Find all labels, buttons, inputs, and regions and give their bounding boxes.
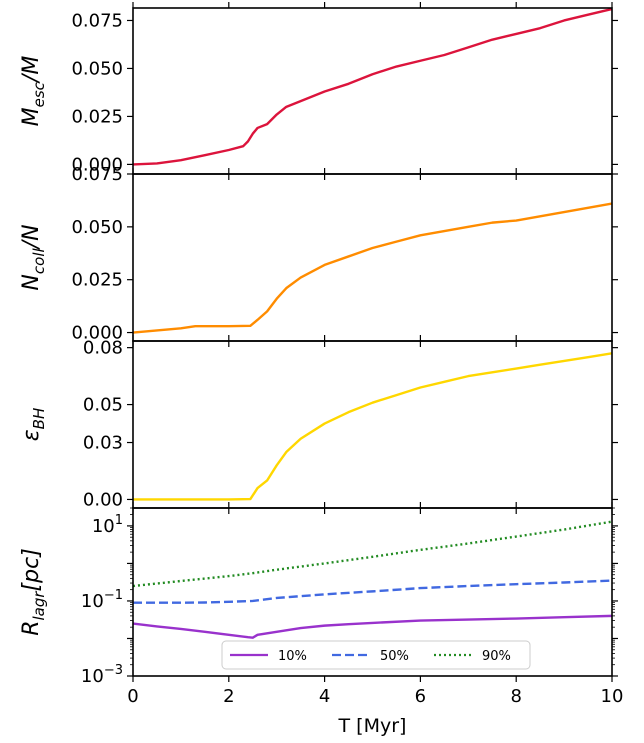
y-tick-label: 0.05 — [83, 395, 123, 416]
y-tick-label: 0.075 — [71, 10, 123, 31]
y-tick-label: 0.08 — [83, 338, 123, 359]
y-tick-label: 101 — [92, 513, 123, 537]
y-tick-label: 10−1 — [81, 588, 123, 612]
x-axis-label: T [Myr] — [338, 715, 407, 737]
y-tick-label: 0.000 — [71, 323, 123, 344]
y-tick-label: 0.025 — [71, 270, 123, 291]
y-axis-label: εBH — [19, 408, 48, 441]
x-tick-label: 4 — [319, 686, 330, 707]
panel-2: 0.000 0.025 0.050 0.075 Ncoll/N — [19, 164, 618, 347]
legend-box — [221, 640, 531, 670]
legend-label-50pct: 50% — [380, 649, 409, 664]
y-axis-label: Ncoll/N — [19, 224, 48, 290]
x-tick-label: 10 — [601, 686, 624, 707]
panel-3: 0.00 0.03 0.05 0.08 εBH — [19, 335, 618, 514]
x-tick-label: 8 — [510, 686, 521, 707]
y-axis-label: Mesc/M — [19, 56, 48, 127]
legend-label-10pct: 10% — [278, 649, 307, 664]
series-line-10pct — [133, 614, 612, 639]
legend: 10% 50% 90% — [221, 640, 531, 670]
y-tick-label: 0.050 — [71, 58, 123, 79]
x-tick-label: 0 — [127, 686, 138, 707]
series-line-panel2 — [133, 202, 612, 334]
y-tick-label: 10−3 — [81, 663, 123, 687]
series-line-panel3 — [133, 352, 612, 501]
series-line-panel1 — [133, 8, 612, 166]
series-line-50pct — [133, 579, 612, 604]
y-tick-label: 0.050 — [71, 217, 123, 238]
y-tick-label: 0.00 — [83, 489, 123, 510]
x-tick-label: 2 — [223, 686, 234, 707]
y-tick-label: 0.025 — [71, 106, 123, 127]
panel-4: 10−3 10−1 101 Rlagr[pc] 10% 50% 90% — [19, 502, 618, 687]
panel-frame — [132, 507, 613, 677]
y-tick-label: 0.000 — [71, 154, 123, 175]
y-tick-label: 0.03 — [83, 433, 123, 454]
x-tick-label: 6 — [415, 686, 426, 707]
y-axis-label: Rlagr[pc] — [19, 548, 48, 636]
y-tick-label: 0.075 — [71, 164, 123, 185]
legend-label-90pct: 90% — [482, 649, 511, 664]
